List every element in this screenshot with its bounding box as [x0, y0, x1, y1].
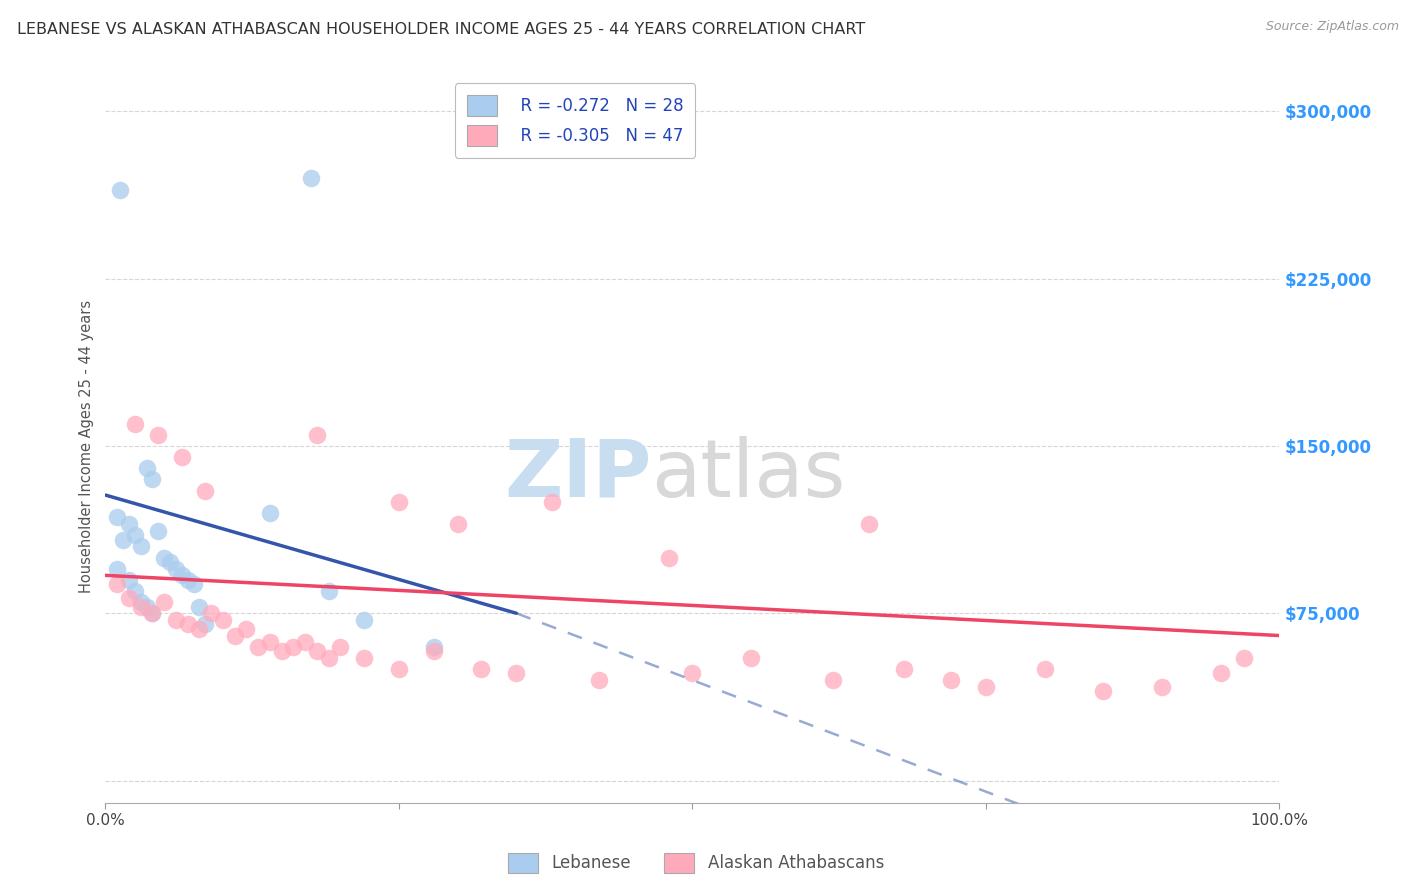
Y-axis label: Householder Income Ages 25 - 44 years: Householder Income Ages 25 - 44 years: [79, 300, 94, 592]
Point: [165, 613, 187, 627]
Point: [305, 427, 328, 442]
Point: [118, 516, 141, 531]
Point: [540, 494, 562, 508]
Point: [353, 651, 375, 665]
Text: LEBANESE VS ALASKAN ATHABASCAN HOUSEHOLDER INCOME AGES 25 - 44 YEARS CORRELATION: LEBANESE VS ALASKAN ATHABASCAN HOUSEHOLD…: [17, 22, 865, 37]
Point: [135, 599, 157, 614]
Point: [129, 599, 152, 614]
Point: [858, 516, 880, 531]
Point: [153, 595, 176, 609]
Point: [124, 528, 146, 542]
Point: [170, 568, 193, 582]
Point: [353, 613, 375, 627]
Point: [423, 644, 446, 658]
Text: ZIP: ZIP: [505, 435, 651, 514]
Point: [658, 550, 681, 565]
Point: [1092, 684, 1115, 698]
Text: Source: ZipAtlas.com: Source: ZipAtlas.com: [1265, 20, 1399, 33]
Point: [148, 524, 170, 538]
Point: [259, 635, 281, 649]
Point: [105, 562, 128, 576]
Point: [124, 583, 146, 598]
Point: [1233, 651, 1256, 665]
Point: [148, 427, 170, 442]
Point: [283, 640, 305, 654]
Legend: Lebanese, Alaskan Athabascans: Lebanese, Alaskan Athabascans: [502, 847, 890, 880]
Point: [447, 516, 470, 531]
Point: [129, 539, 152, 553]
Point: [893, 662, 915, 676]
Point: [270, 644, 292, 658]
Legend:   R = -0.272   N = 28,   R = -0.305   N = 47: R = -0.272 N = 28, R = -0.305 N = 47: [456, 83, 695, 158]
Point: [294, 635, 316, 649]
Point: [129, 595, 152, 609]
Point: [183, 577, 205, 591]
Point: [305, 644, 328, 658]
Point: [141, 607, 163, 621]
Point: [112, 533, 135, 547]
Point: [159, 555, 181, 569]
Point: [1150, 680, 1173, 694]
Point: [388, 494, 411, 508]
Point: [188, 622, 211, 636]
Point: [135, 461, 157, 475]
Point: [235, 622, 257, 636]
Point: [108, 182, 131, 196]
Point: [505, 666, 527, 681]
Point: [318, 651, 340, 665]
Point: [247, 640, 270, 654]
Point: [939, 673, 962, 687]
Point: [224, 628, 246, 642]
Text: atlas: atlas: [651, 435, 846, 514]
Point: [141, 607, 163, 621]
Point: [974, 680, 997, 694]
Point: [194, 483, 217, 498]
Point: [259, 506, 281, 520]
Point: [118, 573, 141, 587]
Point: [176, 617, 198, 632]
Point: [588, 673, 610, 687]
Point: [153, 550, 176, 565]
Point: [1033, 662, 1056, 676]
Point: [194, 617, 217, 632]
Point: [823, 673, 845, 687]
Point: [105, 577, 128, 591]
Point: [118, 591, 141, 605]
Point: [176, 573, 198, 587]
Point: [388, 662, 411, 676]
Point: [740, 651, 762, 665]
Point: [165, 562, 187, 576]
Point: [1209, 666, 1232, 681]
Point: [124, 417, 146, 431]
Point: [318, 583, 340, 598]
Point: [211, 613, 233, 627]
Point: [170, 450, 193, 464]
Point: [299, 171, 322, 186]
Point: [105, 510, 128, 524]
Point: [423, 640, 446, 654]
Point: [681, 666, 703, 681]
Point: [200, 607, 222, 621]
Point: [188, 599, 211, 614]
Point: [470, 662, 492, 676]
Point: [141, 473, 163, 487]
Point: [329, 640, 352, 654]
